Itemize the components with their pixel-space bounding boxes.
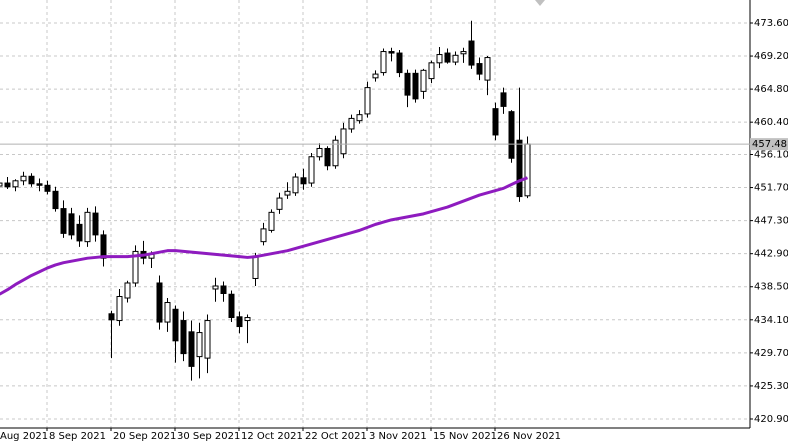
candle-body: [348, 117, 355, 130]
candle-body: [388, 51, 395, 54]
candle-body: [420, 69, 427, 92]
y-tick-label: 451.70: [754, 183, 788, 194]
candle-body: [492, 108, 499, 136]
candle-body: [412, 72, 419, 100]
candle-body: [212, 285, 219, 290]
candle-body: [292, 176, 299, 194]
candle-body: [84, 211, 91, 243]
x-tick-label: 8 Sep 2021: [49, 431, 106, 442]
candle-body: [484, 57, 491, 81]
candle-body: [108, 313, 115, 321]
x-tick-label: 26 Nov 2021: [497, 431, 561, 442]
candle-body: [20, 175, 27, 182]
y-tick-label: 473.60: [754, 18, 788, 29]
y-tick-label: 438.50: [754, 282, 788, 293]
candle-body: [372, 73, 379, 79]
y-tick-label: 447.30: [754, 216, 788, 227]
candle-body: [44, 184, 51, 192]
y-tick-label: 420.90: [754, 414, 788, 425]
candle-body: [444, 52, 451, 63]
candle-body: [76, 223, 83, 242]
candle-body: [332, 139, 339, 167]
x-tick-label: 15 Nov 2021: [433, 431, 497, 442]
candle-body: [92, 212, 99, 236]
x-tick-label: 12 Oct 2021: [241, 431, 303, 442]
candle-body: [252, 255, 259, 279]
candle-body: [508, 111, 515, 159]
candle-body: [188, 331, 195, 367]
last-price-tag: [750, 138, 788, 151]
y-tick-label: 469.20: [754, 51, 788, 62]
candle-body: [156, 282, 163, 323]
y-tick-label: 464.80: [754, 84, 788, 95]
candle-body: [204, 320, 211, 359]
x-tick-label: Aug 2021: [0, 431, 48, 442]
candle-body: [260, 228, 267, 243]
y-tick-label: 425.30: [754, 381, 788, 392]
y-tick-label: 460.40: [754, 117, 788, 128]
candle-body: [132, 250, 139, 284]
y-tick-label: 434.10: [754, 315, 788, 326]
candle-body: [52, 190, 59, 210]
candle-body: [100, 234, 107, 259]
candle-body: [68, 213, 75, 236]
x-tick-label: 22 Oct 2021: [305, 431, 367, 442]
candle-body: [356, 114, 363, 122]
candle-body: [524, 143, 531, 197]
candle-body: [28, 175, 35, 185]
candle-body: [364, 87, 371, 115]
candle-body: [340, 128, 347, 155]
x-tick-label: 30 Sep 2021: [177, 431, 240, 442]
candle-body: [196, 332, 203, 358]
moving-average: [0, 176, 529, 296]
candle-body: [500, 92, 507, 107]
candle-body: [180, 320, 187, 355]
candle-body: [380, 51, 387, 74]
x-tick-label: 20 Sep 2021: [113, 431, 176, 442]
candle-body: [236, 316, 243, 328]
y-tick-label: 442.90: [754, 249, 788, 260]
y-tick-label: 429.70: [754, 348, 788, 359]
candle-body: [124, 282, 131, 299]
candle-body: [396, 52, 403, 74]
candle-body: [436, 54, 443, 64]
last-price-label: 457.48: [752, 139, 787, 150]
candle-body: [284, 190, 291, 196]
candle-body: [308, 156, 315, 184]
candle-body: [172, 308, 179, 342]
y-tick-label: 456.10: [754, 149, 788, 160]
candle-body: [0, 182, 3, 187]
candle-body: [12, 180, 19, 188]
candle-body: [228, 293, 235, 319]
candle-body: [460, 51, 467, 55]
candle-body: [476, 63, 483, 75]
scroll-marker: [535, 0, 545, 6]
candle-body: [164, 302, 171, 323]
candle-body: [268, 211, 275, 231]
candle-body: [36, 183, 43, 186]
candle-body: [4, 182, 11, 188]
candle-body: [468, 40, 475, 66]
candle-body: [300, 177, 307, 185]
candle-body: [60, 208, 67, 234]
candle-body: [116, 296, 123, 322]
x-tick-label: 3 Nov 2021: [369, 431, 427, 442]
candle-body: [452, 54, 459, 63]
candle-body: [316, 147, 323, 158]
candle-body: [404, 72, 411, 96]
candle-body: [516, 139, 523, 198]
candle-body: [276, 197, 283, 210]
candle-body: [324, 147, 331, 167]
candle-body: [220, 285, 227, 294]
candle-body: [244, 317, 251, 322]
candle-body: [428, 62, 435, 80]
